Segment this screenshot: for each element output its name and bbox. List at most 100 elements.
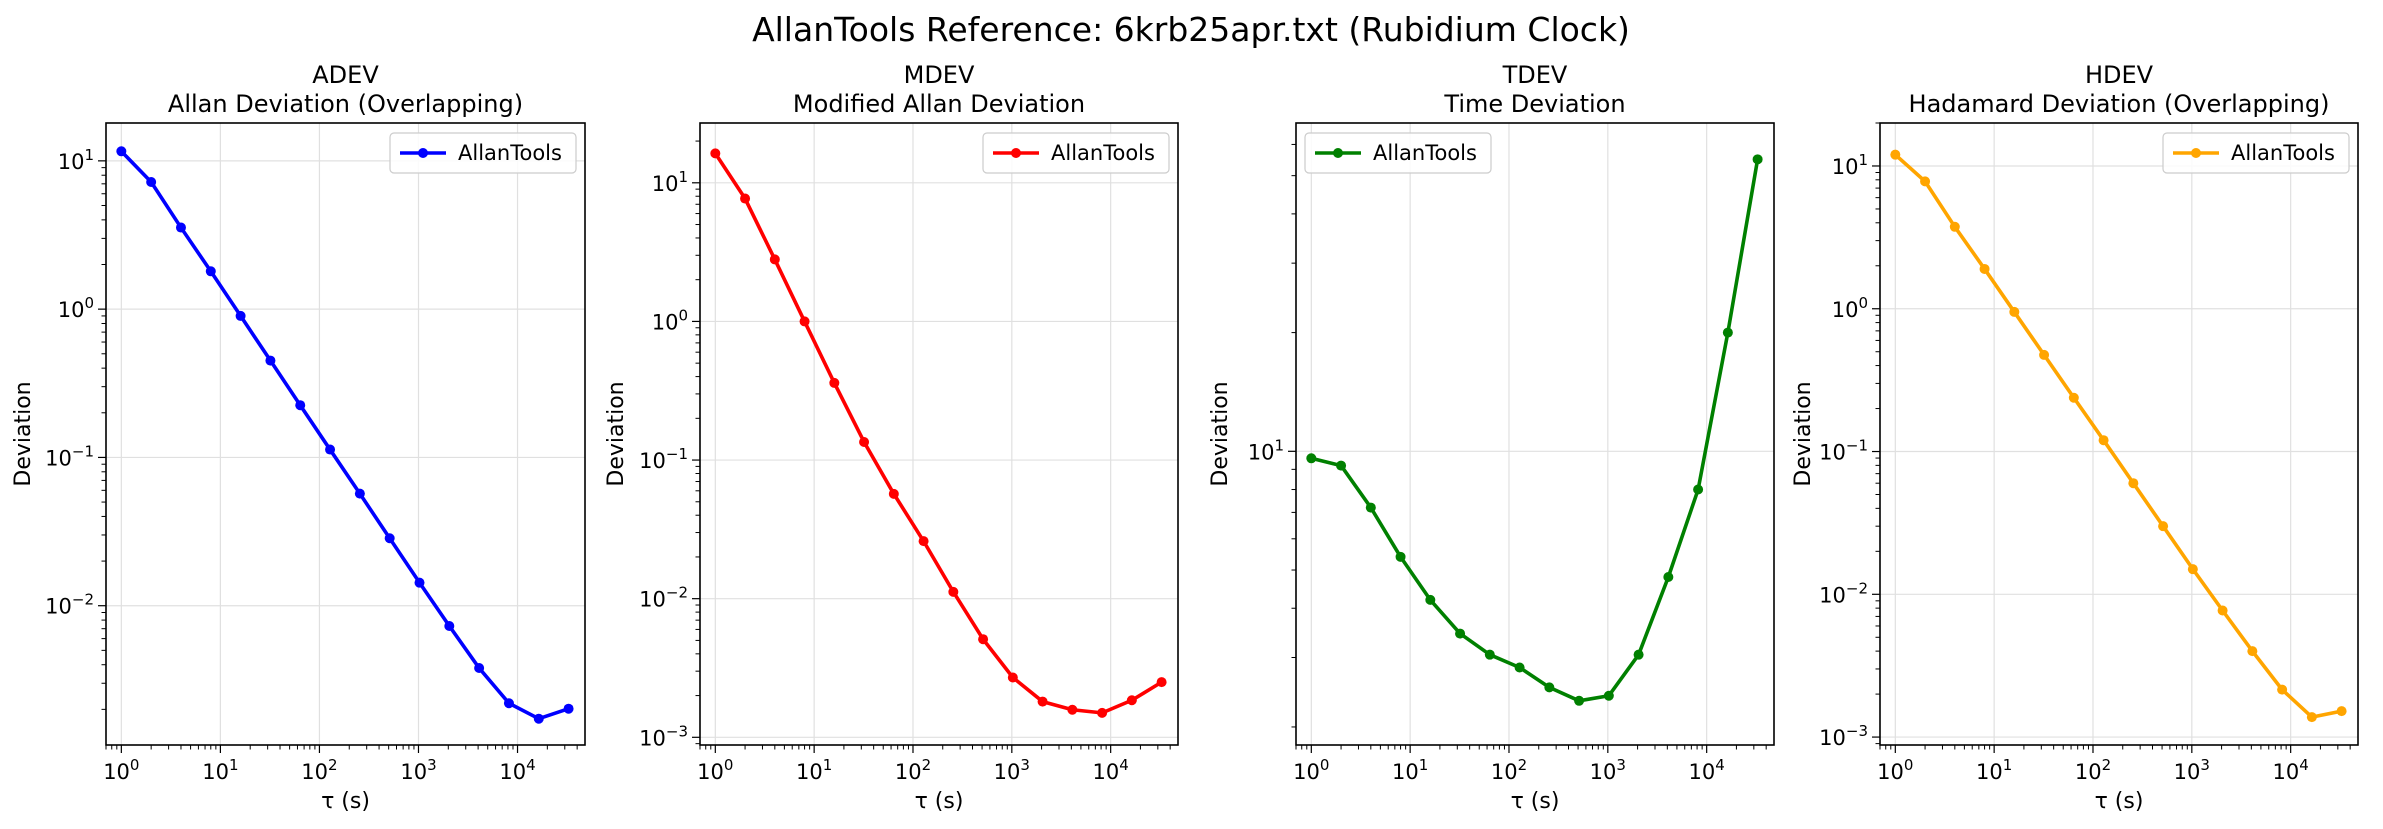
data-point	[384, 533, 395, 544]
data-point	[235, 310, 246, 321]
data-point	[2039, 349, 2050, 360]
x-tick-label: 101	[1976, 756, 2012, 784]
data-point	[354, 488, 365, 499]
chart-title: TDEV	[1502, 61, 1568, 89]
data-point	[1484, 649, 1495, 660]
data-point	[1455, 628, 1466, 639]
data-point	[829, 377, 840, 388]
x-tick-label: 104	[1093, 756, 1129, 784]
data-point	[1365, 502, 1376, 513]
data-point	[2158, 521, 2169, 532]
legend-box	[1304, 132, 1492, 174]
x-tick-label: 100	[1877, 756, 1913, 784]
x-tick-label: 104	[499, 756, 535, 784]
x-tick-label: 100	[103, 756, 139, 784]
data-point	[116, 146, 127, 157]
plot-frame	[1295, 122, 1775, 746]
data-point	[799, 316, 810, 327]
y-tick-label: 10−2	[45, 591, 94, 619]
chart-subtitle: Hadamard Deviation (Overlapping)	[1909, 90, 2330, 118]
plot-frame	[1879, 122, 2359, 746]
data-point	[918, 536, 929, 547]
chart-title: ADEV	[312, 61, 379, 89]
data-point	[859, 436, 870, 447]
data-point	[2068, 392, 2079, 403]
legend: AllanTools	[2162, 132, 2350, 174]
y-axis-label: Deviation	[604, 381, 629, 486]
x-tick-label: 102	[895, 756, 931, 784]
data-point	[710, 148, 721, 159]
data-point	[2128, 478, 2139, 489]
x-tick-label: 104	[1689, 756, 1725, 784]
data-point	[146, 177, 157, 188]
data-point	[1920, 176, 1931, 187]
data-point	[503, 698, 514, 709]
x-tick-label: 101	[796, 756, 832, 784]
data-point	[1949, 221, 1960, 232]
y-tick-label: 10−1	[1819, 437, 1868, 465]
data-point	[2277, 684, 2288, 695]
legend-marker	[1333, 148, 1343, 158]
y-axis-label: Deviation	[1208, 381, 1233, 486]
legend-marker	[1011, 148, 1021, 158]
grid	[1296, 123, 1774, 745]
legend-label: AllanTools	[458, 141, 562, 165]
data-point	[740, 193, 751, 204]
y-tick-label: 100	[652, 306, 688, 334]
data-point	[414, 577, 425, 588]
x-tick-label: 103	[2174, 756, 2210, 784]
data-point	[1395, 551, 1406, 562]
ticks: 100 101 102 103 104 101	[1248, 143, 1767, 784]
legend-marker	[2191, 148, 2201, 158]
data-point	[1693, 484, 1704, 495]
y-tick-label: 10−2	[1819, 579, 1868, 607]
data-point	[1574, 695, 1585, 706]
grid	[106, 123, 585, 745]
legend-label: AllanTools	[1051, 141, 1155, 165]
data-point	[1156, 677, 1167, 688]
x-tick-label: 103	[400, 756, 436, 784]
data-point	[1067, 704, 1078, 715]
data-point	[948, 586, 959, 597]
x-tick-label: 100	[697, 756, 733, 784]
data-point	[1752, 154, 1763, 165]
chart-subtitle: Time Deviation	[1443, 90, 1625, 118]
y-tick-label: 100	[1832, 294, 1868, 322]
data-point	[2247, 646, 2258, 657]
data-point	[2336, 706, 2347, 717]
y-tick-label: 100	[58, 294, 94, 322]
data-point	[2187, 564, 2198, 575]
ticks: 100 101 102 103 104 10−2 10−1 100 101	[45, 146, 578, 784]
x-tick-label: 102	[301, 756, 337, 784]
x-axis-label: τ (s)	[2095, 789, 2144, 814]
data-point	[1007, 672, 1018, 683]
data-point	[1979, 263, 1990, 274]
legend-box	[389, 132, 577, 174]
y-axis-label: Deviation	[1791, 381, 1816, 486]
series-0	[116, 146, 574, 724]
series-line	[1894, 153, 2342, 719]
legend-marker	[418, 148, 428, 158]
x-axis-label: τ (s)	[1511, 789, 1560, 814]
y-tick-label: 10−1	[45, 442, 94, 470]
data-point	[1336, 460, 1347, 471]
series-line	[120, 150, 570, 721]
data-point	[1633, 649, 1644, 660]
data-point	[474, 663, 485, 674]
data-point	[769, 254, 780, 265]
data-point	[1306, 453, 1317, 464]
data-point	[2217, 605, 2228, 616]
y-tick-label: 10−2	[639, 584, 688, 612]
x-tick-label: 100	[1293, 756, 1329, 784]
data-point	[888, 488, 899, 499]
x-tick-label: 101	[202, 756, 238, 784]
data-point	[978, 634, 989, 645]
data-point	[2306, 712, 2317, 723]
chart-subtitle: Modified Allan Deviation	[793, 90, 1085, 118]
ticks: 100 101 102 103 104 10−3 10−2 10−1 100 101	[1819, 122, 2351, 784]
y-tick-label: 101	[652, 168, 688, 196]
y-tick-label: 101	[1248, 436, 1284, 464]
